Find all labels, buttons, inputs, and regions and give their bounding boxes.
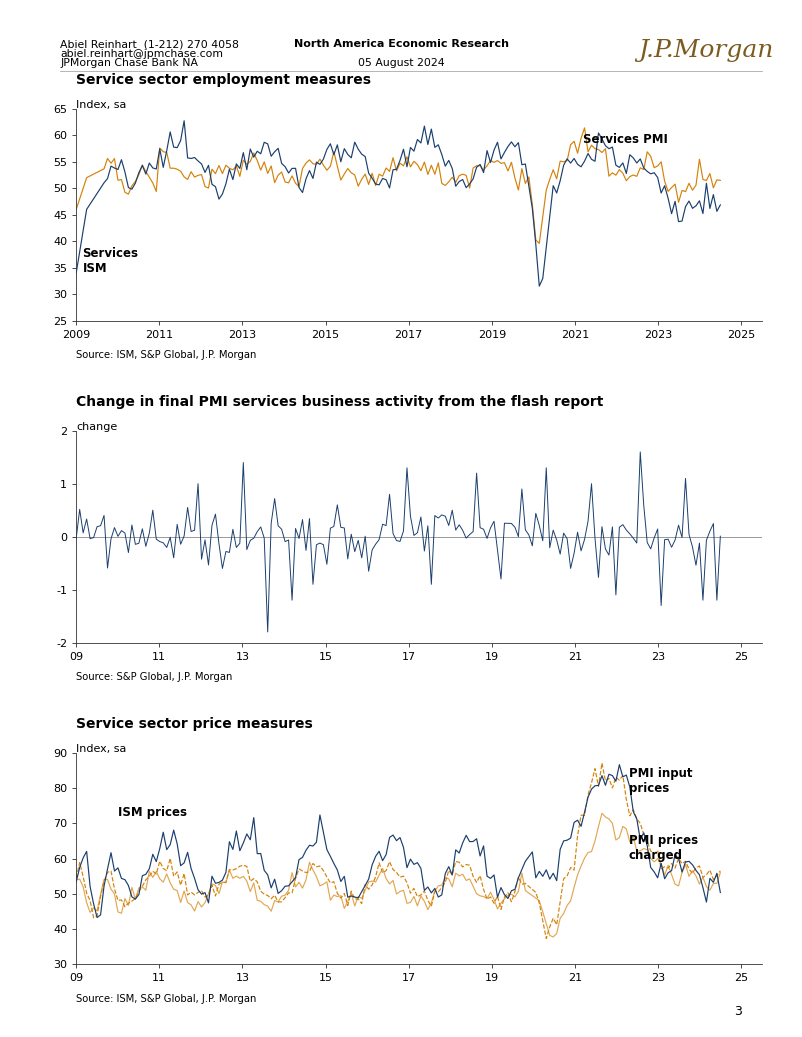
Text: Service sector price measures: Service sector price measures: [76, 717, 313, 731]
Text: Service sector employment measures: Service sector employment measures: [76, 73, 371, 87]
Text: 3: 3: [734, 1005, 742, 1018]
Text: Source: ISM, S&P Global, J.P. Morgan: Source: ISM, S&P Global, J.P. Morgan: [76, 994, 257, 1004]
Text: Source: S&P Global, J.P. Morgan: Source: S&P Global, J.P. Morgan: [76, 672, 233, 682]
Text: Services PMI: Services PMI: [583, 133, 668, 146]
Text: ISM prices: ISM prices: [118, 806, 187, 818]
Text: PMI prices
charged: PMI prices charged: [629, 834, 698, 862]
Text: Services
ISM: Services ISM: [83, 247, 139, 275]
Text: Index, sa: Index, sa: [76, 745, 127, 754]
Text: Change in final PMI services business activity from the flash report: Change in final PMI services business ac…: [76, 395, 604, 409]
Text: abiel.reinhart@jpmchase.com: abiel.reinhart@jpmchase.com: [60, 49, 223, 59]
Text: JPMorgan Chase Bank NA: JPMorgan Chase Bank NA: [60, 58, 198, 68]
Text: Source: ISM, S&P Global, J.P. Morgan: Source: ISM, S&P Global, J.P. Morgan: [76, 351, 257, 360]
Text: J.P.Morgan: J.P.Morgan: [638, 39, 773, 62]
Text: Index, sa: Index, sa: [76, 101, 127, 110]
Text: change: change: [76, 422, 117, 432]
Text: Abiel Reinhart  (1-212) 270 4058: Abiel Reinhart (1-212) 270 4058: [60, 39, 239, 50]
Text: PMI input
prices: PMI input prices: [629, 766, 692, 794]
Text: North America Economic Research: North America Economic Research: [294, 39, 508, 50]
Text: 05 August 2024: 05 August 2024: [358, 58, 444, 68]
